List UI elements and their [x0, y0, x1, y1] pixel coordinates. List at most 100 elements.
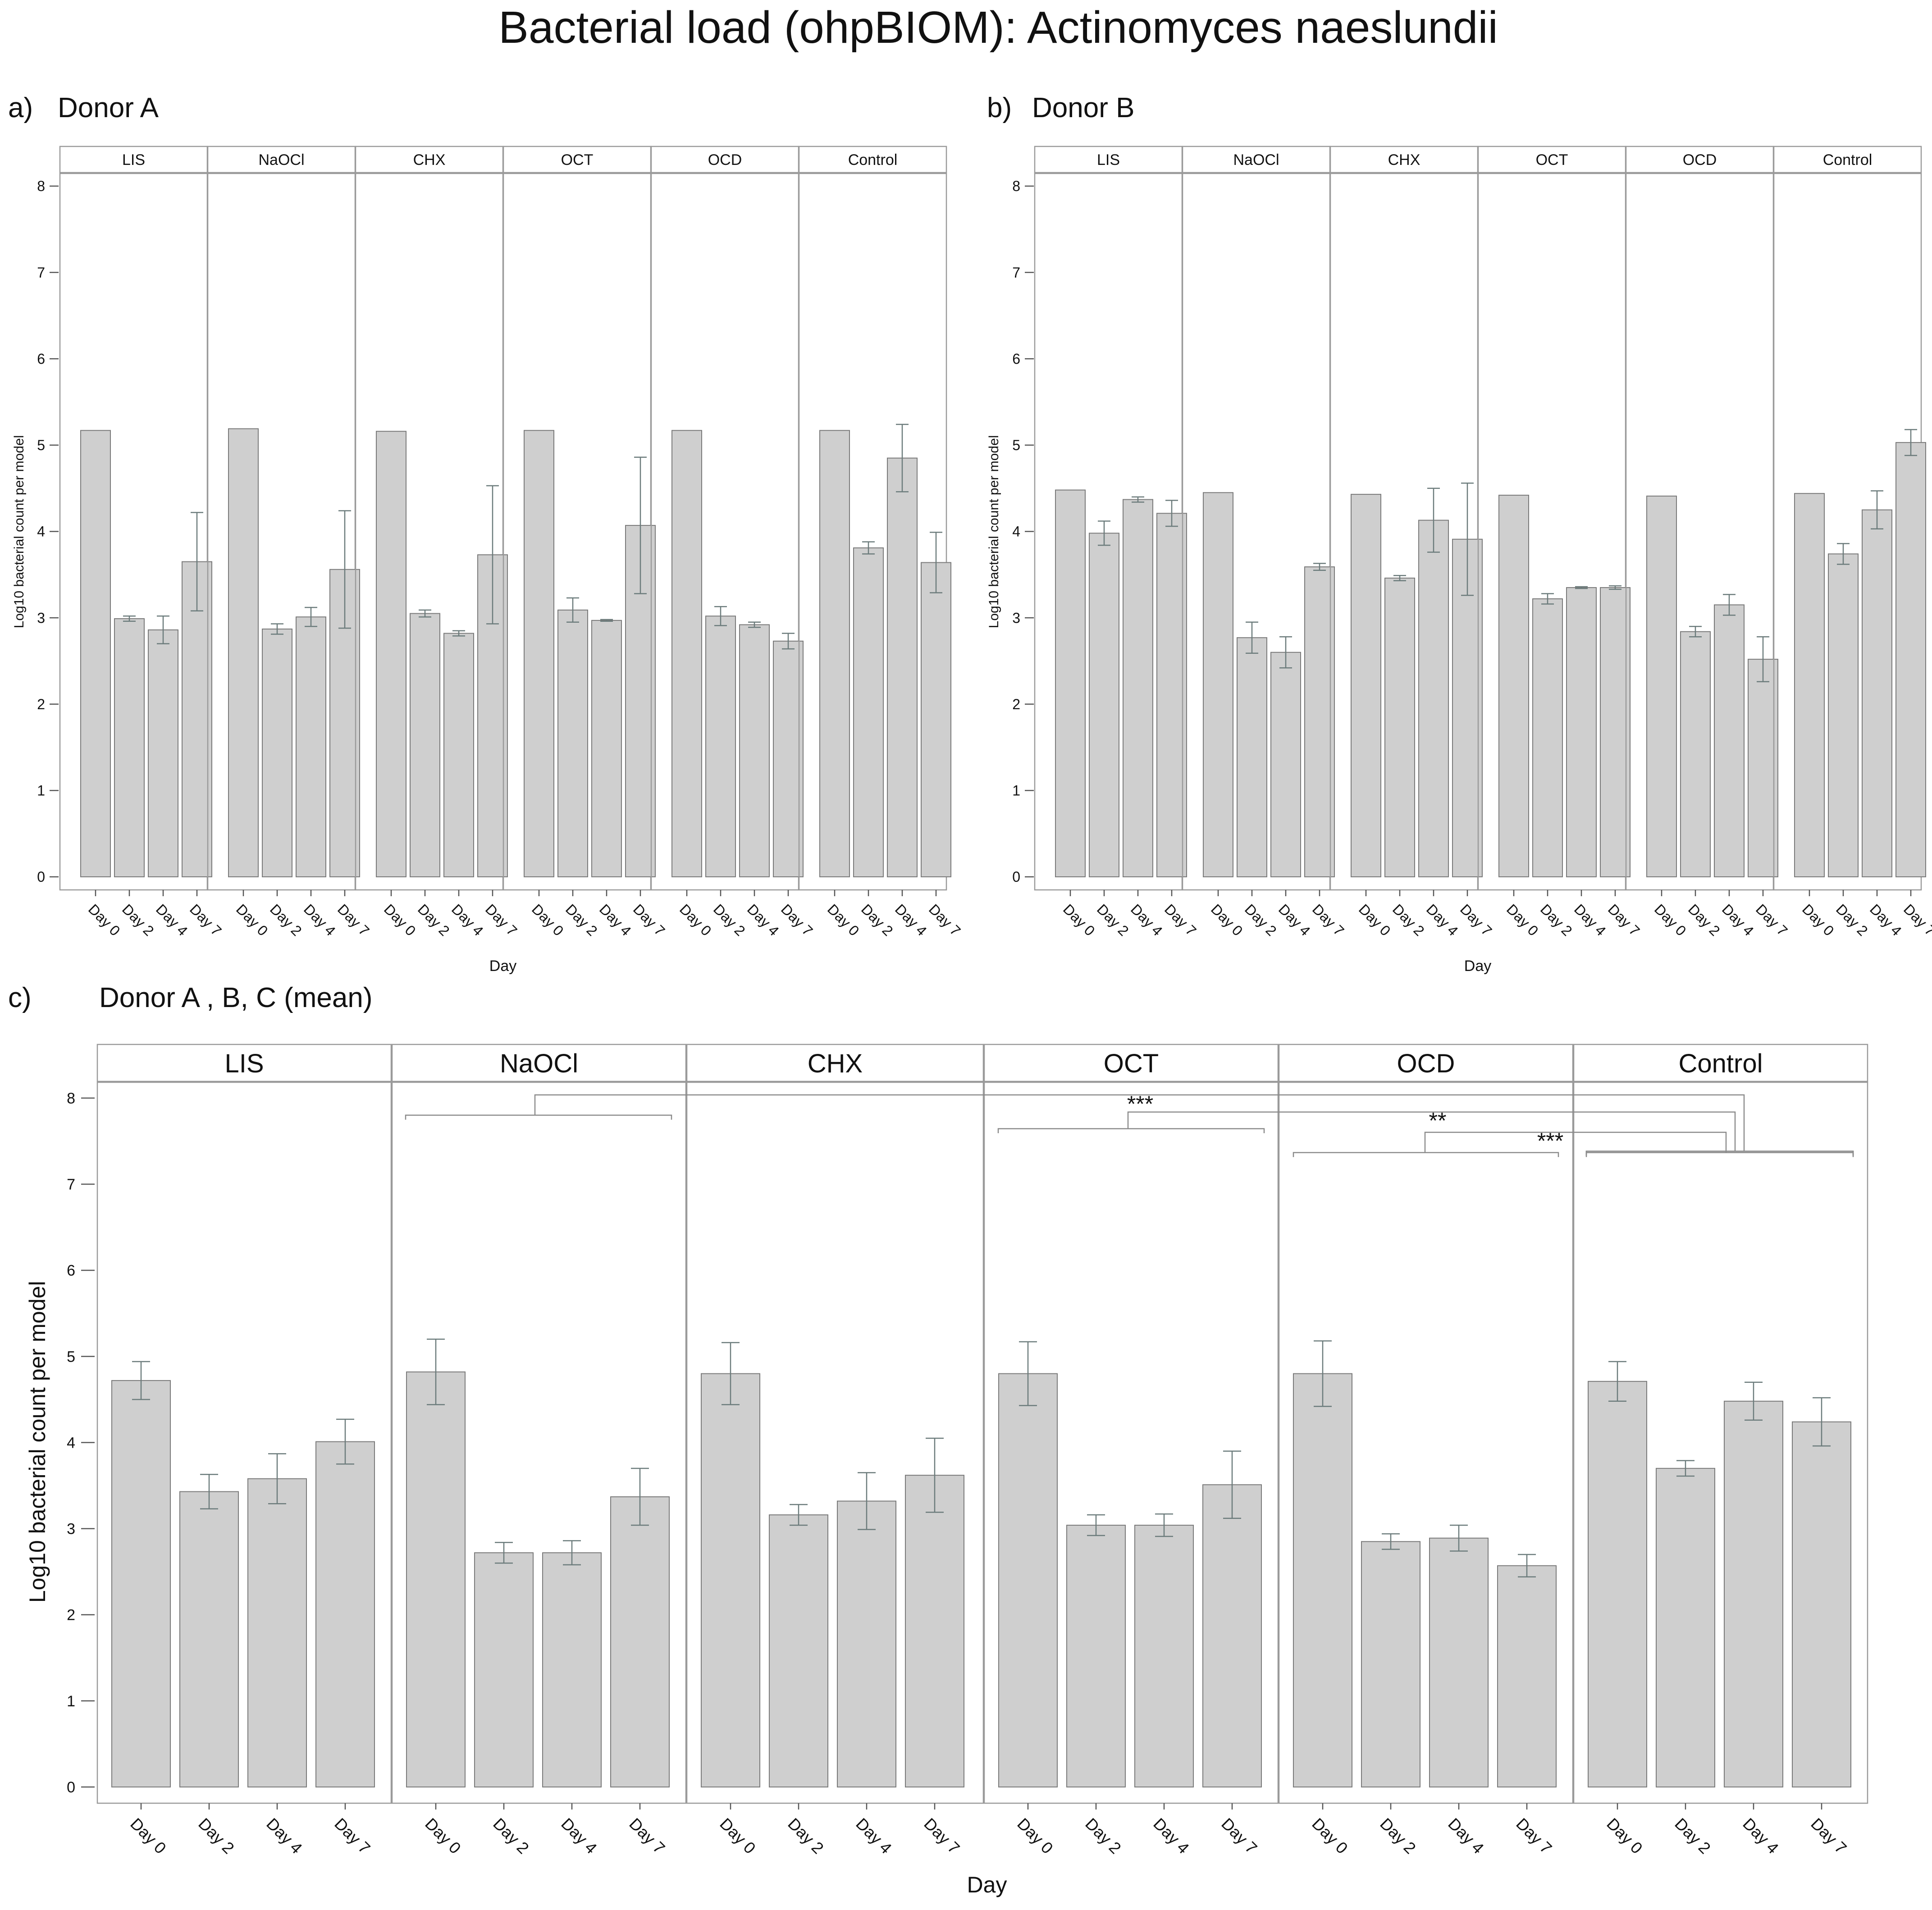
x-axis-label: Day	[967, 1872, 1007, 1897]
x-tick-label: Day 2	[415, 901, 453, 939]
bracket-group-to	[1585, 1152, 1854, 1157]
bar	[705, 615, 736, 877]
bar	[610, 1496, 670, 1787]
y-tick-label: 5	[67, 1348, 75, 1365]
bar	[262, 629, 292, 877]
bar	[376, 431, 406, 877]
bar	[1066, 1524, 1126, 1787]
y-tick-label: 7	[67, 1176, 75, 1193]
facet-strip-label: NaOCl	[258, 151, 304, 169]
facet-strip-label: OCT	[1104, 1049, 1159, 1078]
facet-plot-area	[798, 173, 947, 891]
facet-plot-area	[391, 1081, 687, 1804]
facet-plot-area	[96, 1081, 392, 1804]
panel-subtitle-c: Donor A , B, C (mean)	[99, 982, 372, 1013]
x-tick-label: Day 0	[824, 901, 863, 939]
bar	[474, 1552, 534, 1787]
x-tick-label: Day 4	[1128, 901, 1166, 939]
bar	[443, 633, 474, 878]
bar	[1748, 659, 1778, 877]
x-tick-label: Day 2	[1376, 1814, 1419, 1857]
facet-strip	[1573, 1044, 1868, 1082]
bar	[296, 616, 326, 877]
bar	[739, 624, 770, 877]
facet-strip	[355, 146, 504, 173]
bar	[228, 428, 259, 877]
facet-strip	[686, 1044, 984, 1082]
x-tick-label: Day 7	[1161, 901, 1200, 939]
x-tick-label: Day 0	[127, 1814, 169, 1857]
facet-strip	[1477, 146, 1626, 173]
facet-strip	[983, 1044, 1279, 1082]
x-tick-label: Day 4	[1739, 1814, 1782, 1857]
facet-strip	[1278, 1044, 1574, 1082]
y-tick-label: 4	[1012, 524, 1020, 540]
figure-title: Bacterial load (ohpBIOM): Actinomyces na…	[498, 2, 1498, 53]
y-tick-label: 3	[1012, 610, 1020, 626]
bar	[524, 430, 554, 877]
x-tick-label: Day 4	[1444, 1814, 1487, 1857]
bar	[1134, 1524, 1194, 1787]
facet-strip-label: LIS	[1097, 151, 1120, 169]
x-tick-label: Day 7	[187, 901, 225, 939]
x-tick-label: Day 2	[195, 1814, 238, 1857]
bar	[1498, 495, 1529, 877]
x-tick-label: Day 7	[482, 901, 521, 939]
y-tick-label: 3	[37, 610, 45, 626]
bar	[1429, 1537, 1489, 1787]
y-tick-label: 3	[67, 1521, 75, 1538]
y-axis-label: Log10 bacterial count per model	[25, 1281, 50, 1603]
facet-plot-area	[983, 1081, 1279, 1804]
bar	[1566, 587, 1597, 877]
y-tick-label: 8	[67, 1090, 75, 1107]
x-tick-label: Day 0	[1356, 901, 1394, 939]
x-tick-label: Day 4	[1150, 1814, 1192, 1857]
x-tick-label: Day 4	[301, 901, 339, 939]
bar	[1384, 577, 1415, 878]
facet-strip	[391, 1044, 687, 1082]
bar	[114, 618, 145, 877]
facet-strip-label: Control	[848, 151, 898, 169]
x-tick-label: Day 7	[926, 901, 964, 939]
bar	[182, 561, 212, 877]
x-tick-label: Day 0	[676, 901, 715, 939]
bracket-group-from	[405, 1114, 672, 1120]
bar	[1293, 1373, 1352, 1788]
facet-strip-label: OCD	[1683, 151, 1717, 169]
x-tick-label: Day 0	[529, 901, 567, 939]
bar	[1361, 1541, 1420, 1787]
facet-strip-label: NaOCl	[500, 1049, 578, 1078]
significance-label: **	[1429, 1108, 1447, 1133]
y-axis-label: Log10 bacterial count per model	[12, 435, 27, 629]
bar	[1156, 513, 1187, 878]
x-tick-label: Day 7	[334, 901, 373, 939]
x-tick-label: Day 0	[1208, 901, 1246, 939]
facet-strip	[1329, 146, 1479, 173]
bar	[819, 430, 850, 877]
x-tick-label: Day 4	[1719, 901, 1757, 939]
bar	[853, 547, 884, 877]
x-tick-label: Day 2	[267, 901, 305, 939]
bar	[1646, 495, 1677, 877]
x-tick-label: Day 2	[1833, 901, 1871, 939]
bar	[1588, 1381, 1647, 1787]
facet-strip-label: CHX	[1388, 151, 1420, 169]
y-tick-label: 2	[67, 1607, 75, 1624]
x-tick-label: Day 7	[626, 1814, 668, 1857]
bar	[1714, 604, 1745, 877]
chart-panel-b: b) Donor B 0 1 2 3 4 5 6 7 8 Log10 bacterial count …	[987, 92, 1932, 975]
x-axis-label: Day	[1464, 957, 1491, 975]
x-tick-label: Day 2	[1082, 1814, 1124, 1857]
bar	[1203, 492, 1233, 878]
x-tick-label: Day 0	[1603, 1814, 1646, 1857]
significance-label: ***	[1127, 1091, 1153, 1117]
bar	[1123, 499, 1153, 877]
x-tick-label: Day 4	[1275, 901, 1314, 939]
